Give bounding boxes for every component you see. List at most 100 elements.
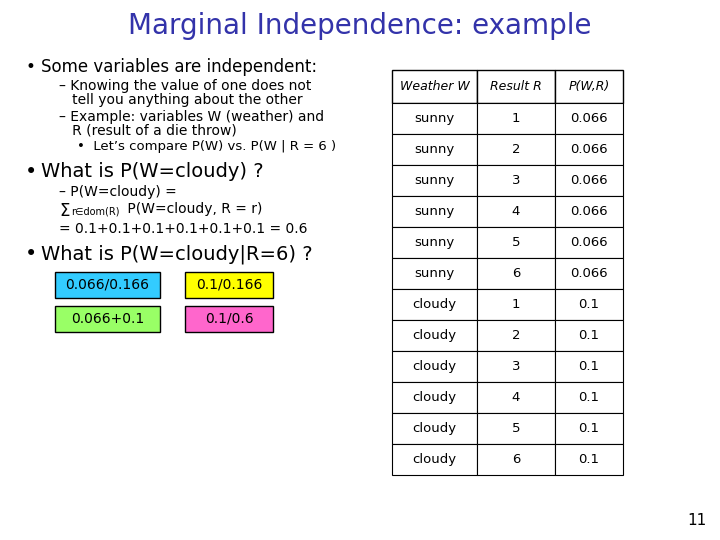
Text: 5: 5 xyxy=(512,236,521,249)
Text: 0.066+0.1: 0.066+0.1 xyxy=(71,312,144,326)
FancyBboxPatch shape xyxy=(555,444,623,475)
Text: – Example: variables W (weather) and: – Example: variables W (weather) and xyxy=(59,110,324,124)
Text: 6: 6 xyxy=(512,267,520,280)
Text: 1: 1 xyxy=(512,112,521,125)
FancyBboxPatch shape xyxy=(555,196,623,227)
FancyBboxPatch shape xyxy=(477,165,555,196)
Text: What is P(W=cloudy) ?: What is P(W=cloudy) ? xyxy=(41,162,264,181)
FancyBboxPatch shape xyxy=(185,272,273,298)
Text: sunny: sunny xyxy=(415,143,454,156)
Text: 6: 6 xyxy=(512,453,520,466)
Text: Weather W: Weather W xyxy=(400,80,469,93)
FancyBboxPatch shape xyxy=(392,289,477,320)
Text: •: • xyxy=(25,244,37,264)
Text: sunny: sunny xyxy=(415,174,454,187)
Text: cloudy: cloudy xyxy=(413,298,456,311)
FancyBboxPatch shape xyxy=(392,227,477,258)
FancyBboxPatch shape xyxy=(555,351,623,382)
Text: 0.1: 0.1 xyxy=(578,391,600,404)
FancyBboxPatch shape xyxy=(555,103,623,134)
Text: r∈dom(R): r∈dom(R) xyxy=(71,207,120,217)
Text: – P(W=cloudy) =: – P(W=cloudy) = xyxy=(59,185,176,199)
Text: cloudy: cloudy xyxy=(413,422,456,435)
Text: 0.066: 0.066 xyxy=(570,174,608,187)
Text: – Knowing the value of one does not: – Knowing the value of one does not xyxy=(59,79,311,93)
FancyBboxPatch shape xyxy=(555,382,623,413)
FancyBboxPatch shape xyxy=(392,134,477,165)
FancyBboxPatch shape xyxy=(555,413,623,444)
FancyBboxPatch shape xyxy=(392,258,477,289)
Text: tell you anything about the other: tell you anything about the other xyxy=(59,93,302,107)
Text: Σ: Σ xyxy=(59,202,70,220)
Text: 0.1: 0.1 xyxy=(578,422,600,435)
Text: 0.1: 0.1 xyxy=(578,453,600,466)
FancyBboxPatch shape xyxy=(477,196,555,227)
FancyBboxPatch shape xyxy=(555,258,623,289)
Text: sunny: sunny xyxy=(415,205,454,218)
Text: 0.066: 0.066 xyxy=(570,143,608,156)
Text: Result R: Result R xyxy=(490,80,542,93)
FancyBboxPatch shape xyxy=(392,320,477,351)
Text: •  Let’s compare P(W) vs. P(W | R = 6 ): • Let’s compare P(W) vs. P(W | R = 6 ) xyxy=(77,140,336,153)
Text: cloudy: cloudy xyxy=(413,360,456,373)
Text: Some variables are independent:: Some variables are independent: xyxy=(41,58,317,76)
Text: 3: 3 xyxy=(512,360,521,373)
Text: 2: 2 xyxy=(512,143,521,156)
Text: What is P(W=cloudy|R=6) ?: What is P(W=cloudy|R=6) ? xyxy=(41,244,312,264)
FancyBboxPatch shape xyxy=(392,413,477,444)
Text: 2: 2 xyxy=(512,329,521,342)
FancyBboxPatch shape xyxy=(55,272,160,298)
Text: 3: 3 xyxy=(512,174,521,187)
Text: P(W,R): P(W,R) xyxy=(568,80,610,93)
Text: cloudy: cloudy xyxy=(413,391,456,404)
Text: 0.1/0.166: 0.1/0.166 xyxy=(196,278,262,292)
FancyBboxPatch shape xyxy=(392,382,477,413)
Text: 4: 4 xyxy=(512,391,520,404)
Text: 0.1: 0.1 xyxy=(578,360,600,373)
Text: 4: 4 xyxy=(512,205,520,218)
FancyBboxPatch shape xyxy=(55,306,160,332)
Text: 0.066: 0.066 xyxy=(570,267,608,280)
Text: 11: 11 xyxy=(688,513,707,528)
Text: cloudy: cloudy xyxy=(413,453,456,466)
FancyBboxPatch shape xyxy=(392,444,477,475)
FancyBboxPatch shape xyxy=(555,289,623,320)
Text: 5: 5 xyxy=(512,422,521,435)
FancyBboxPatch shape xyxy=(477,258,555,289)
FancyBboxPatch shape xyxy=(477,70,555,103)
Text: 0.066: 0.066 xyxy=(570,112,608,125)
FancyBboxPatch shape xyxy=(392,165,477,196)
FancyBboxPatch shape xyxy=(555,70,623,103)
Text: 1: 1 xyxy=(512,298,521,311)
Text: cloudy: cloudy xyxy=(413,329,456,342)
FancyBboxPatch shape xyxy=(392,103,477,134)
Text: sunny: sunny xyxy=(415,267,454,280)
FancyBboxPatch shape xyxy=(392,351,477,382)
Text: P(W=cloudy, R = r): P(W=cloudy, R = r) xyxy=(123,202,262,216)
Text: 0.066: 0.066 xyxy=(570,205,608,218)
FancyBboxPatch shape xyxy=(477,320,555,351)
FancyBboxPatch shape xyxy=(477,103,555,134)
FancyBboxPatch shape xyxy=(477,444,555,475)
Text: 0.1: 0.1 xyxy=(578,298,600,311)
Text: 0.066: 0.066 xyxy=(570,236,608,249)
FancyBboxPatch shape xyxy=(392,70,477,103)
FancyBboxPatch shape xyxy=(477,351,555,382)
Text: = 0.1+0.1+0.1+0.1+0.1+0.1 = 0.6: = 0.1+0.1+0.1+0.1+0.1+0.1 = 0.6 xyxy=(59,222,307,236)
Text: •: • xyxy=(25,58,35,76)
Text: 0.066/0.166: 0.066/0.166 xyxy=(66,278,150,292)
Text: sunny: sunny xyxy=(415,236,454,249)
Text: Marginal Independence: example: Marginal Independence: example xyxy=(128,12,592,40)
FancyBboxPatch shape xyxy=(477,289,555,320)
FancyBboxPatch shape xyxy=(477,134,555,165)
Text: 0.1: 0.1 xyxy=(578,329,600,342)
FancyBboxPatch shape xyxy=(477,413,555,444)
FancyBboxPatch shape xyxy=(555,320,623,351)
Text: 0.1/0.6: 0.1/0.6 xyxy=(204,312,253,326)
FancyBboxPatch shape xyxy=(555,165,623,196)
Text: R (result of a die throw): R (result of a die throw) xyxy=(59,124,237,138)
FancyBboxPatch shape xyxy=(185,306,273,332)
FancyBboxPatch shape xyxy=(477,227,555,258)
Text: sunny: sunny xyxy=(415,112,454,125)
Text: •: • xyxy=(25,162,37,182)
